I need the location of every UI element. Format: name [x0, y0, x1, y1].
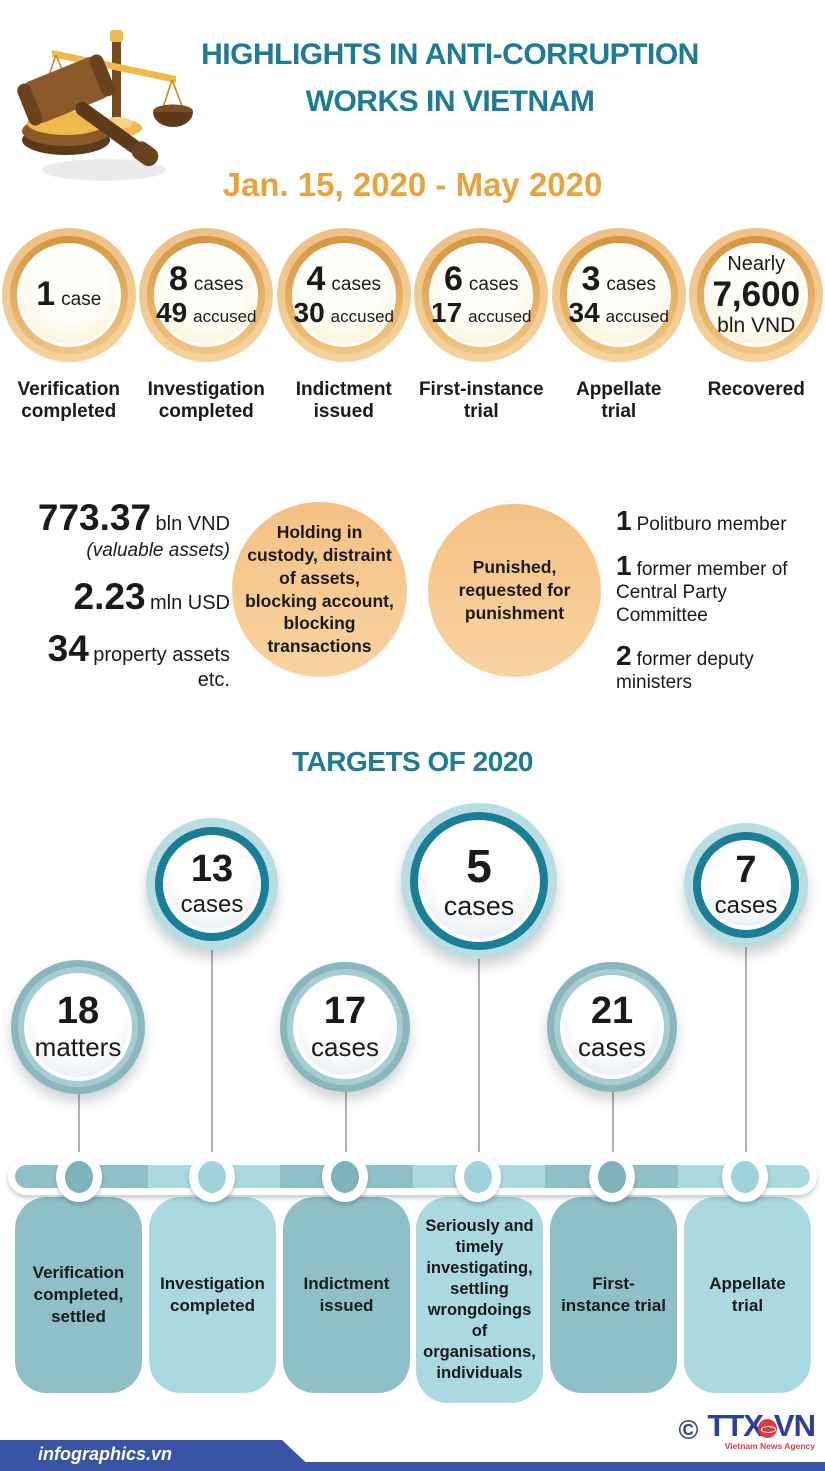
agency-subtitle: Vietnam News Agency [724, 1441, 815, 1451]
stat-number-2: 17 [431, 297, 463, 329]
recovered-unit: bln VND [717, 314, 796, 338]
timeline-dot [455, 1152, 501, 1202]
targets-title: TARGETS OF 2020 [292, 746, 533, 777]
stat-circle: Nearly 7,600 bln VND [689, 228, 824, 362]
stat-number: 8 [168, 259, 188, 298]
globe-icon [757, 1419, 777, 1438]
stat-circle: 1 case [1, 228, 136, 362]
punished-item: 2 former deputy ministers [616, 639, 754, 694]
custody-bubble: Holding in custody, distraint of assets,… [232, 502, 407, 677]
target-circle-verification: 18 matters [11, 960, 145, 1094]
stat-label: Investigation completed [147, 379, 265, 423]
stat-number-2: 49 [156, 297, 188, 329]
stat-unit: case [61, 289, 102, 311]
justice-scales-gavel-icon [4, 10, 194, 195]
recovered-amount: 7,600 [712, 274, 801, 314]
connector-line [745, 945, 747, 1166]
recovered-prefix: Nearly [727, 252, 786, 275]
site-label: infographics.vn [0, 1440, 315, 1471]
date-range: Jan. 15, 2020 - May 2020 [222, 166, 603, 203]
ttxvn-logo: © TTX VN Vietnam News Agency [678, 1408, 816, 1451]
stat-item-investigation: 8 cases 49 accused Investigation completed [138, 228, 276, 424]
connector-line [612, 1090, 614, 1166]
target-circle-wrongdoings: 5 cases [401, 803, 557, 959]
target-card-verification: Verification completed, settled [15, 1197, 142, 1393]
timeline-dot [589, 1152, 635, 1202]
stat-circle: 8 cases 49 accused [139, 228, 274, 362]
timeline-bar [8, 1158, 817, 1195]
stat-label: Recovered [707, 379, 805, 400]
target-circle-indictment: 17 cases [280, 962, 410, 1092]
timeline-dot [56, 1152, 102, 1202]
stat-item-appellate: 3 cases 34 accused Appellate trial [550, 228, 688, 424]
seized-value-usd: 2.23 mln USD [73, 576, 230, 618]
footer-bar [0, 1462, 825, 1471]
stat-unit: cases [193, 273, 244, 295]
stats-row: 1 case Verification completed 8 cases 49 ac… [0, 228, 825, 424]
stat-item-indictment: 4 cases 30 accused Indictment issued [275, 228, 413, 424]
stat-number-2: 30 [293, 297, 325, 329]
punished-item: 1 former member of Central Party Committe… [616, 549, 788, 626]
timeline-dot [722, 1152, 768, 1202]
stat-unit-2: accused [468, 307, 532, 327]
punished-bubble: Punished, requested for punishment [428, 504, 601, 677]
stat-circle: 3 cases 34 accused [551, 228, 686, 362]
punished-item: 1 Politburo member [616, 505, 787, 536]
stat-circle: 4 cases 30 accused [276, 228, 411, 362]
stat-number: 1 [36, 275, 56, 314]
stat-unit-2: accused [330, 307, 394, 327]
stat-label: Indictment issued [295, 379, 392, 423]
stat-unit: cases [468, 273, 519, 295]
connector-line [78, 1094, 80, 1166]
stat-circle: 6 cases 17 accused [414, 228, 549, 362]
seized-values-block: 773.37 bln VND (valuable assets) 2.23 ml… [16, 497, 230, 692]
stat-unit: cases [331, 273, 382, 295]
target-circle-first-instance: 21 cases [547, 962, 677, 1092]
timeline-dot [322, 1152, 368, 1202]
stat-label: Appellate trial [575, 379, 662, 423]
seized-value-vnd: 773.37 bln VND [37, 497, 230, 538]
target-circle-investigation: 13 cases [146, 818, 278, 950]
copyright-symbol: © [678, 1415, 699, 1445]
stat-label: Verification completed [17, 379, 120, 423]
stat-number: 3 [581, 259, 601, 298]
stat-unit-2: accused [193, 307, 257, 327]
stat-unit: cases [606, 273, 657, 295]
connector-line [211, 948, 213, 1166]
stat-number: 6 [443, 259, 463, 298]
title-line-2: WORKS IN VIETNAM [305, 84, 595, 118]
stat-item-recovered: Nearly 7,600 bln VND Recovered [688, 228, 825, 424]
stat-label: First-instance trial [418, 379, 544, 423]
target-card-appellate: Appellate trial [684, 1197, 811, 1393]
target-card-first-instance: First-instance trial [550, 1197, 677, 1393]
stat-number: 4 [306, 259, 326, 298]
target-circle-appellate: 7 cases [684, 823, 808, 947]
seized-value-property: 34 property assets etc. [47, 627, 230, 692]
stat-number-2: 34 [568, 297, 600, 329]
seized-value-note: (valuable assets) [86, 540, 230, 562]
connector-line [345, 1090, 347, 1166]
title-line-1: HIGHLIGHTS IN ANTI-CORRUPTION [201, 38, 699, 71]
target-card-wrongdoings: Seriously and timely investigating, sett… [416, 1197, 543, 1403]
target-card-investigation: Investigation completed [149, 1197, 276, 1393]
punished-list: 1 Politburo member 1 former member of Cent… [616, 504, 818, 706]
page-title: HIGHLIGHTS IN ANTI-CORRUPTION WORKS IN V… [160, 32, 740, 125]
timeline-dot [189, 1152, 235, 1202]
stat-item-first-instance: 6 cases 17 accused First-instance trial [413, 228, 551, 424]
stat-item-verification: 1 case Verification completed [0, 228, 138, 424]
stat-unit-2: accused [605, 307, 669, 327]
agency-name: TTX VN [707, 1408, 816, 1443]
connector-line [478, 957, 480, 1166]
target-card-indictment: Indictment issued [283, 1197, 410, 1393]
